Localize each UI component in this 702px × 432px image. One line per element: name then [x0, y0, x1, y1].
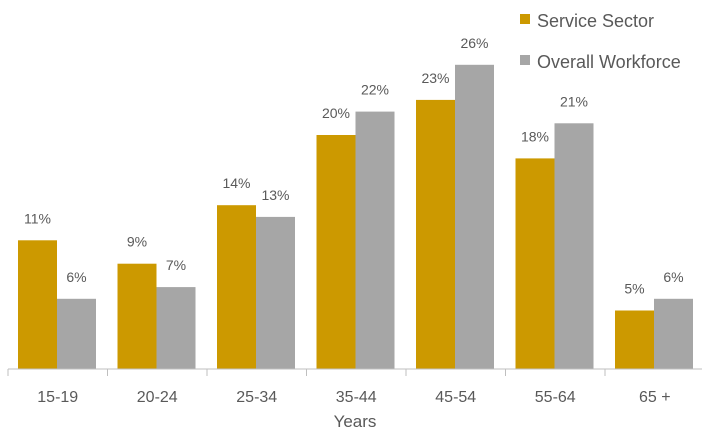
- bar-overall-workforce-65: [654, 298, 693, 369]
- x-axis-tick-labels: 15-19 20-24 25-34 35-44 45-54 55-64 65 +: [37, 389, 670, 406]
- x-tick-label-65: 65 +: [639, 389, 671, 406]
- x-axis-ticks: [7, 369, 606, 376]
- data-labels: 11% 6% 9% 7% 14% 13% 20% 22% 23% 26% 18% 21% 5% 6%: [24, 35, 684, 297]
- x-axis-title: Years: [334, 412, 377, 431]
- x-tick-label-20-24: 20-24: [137, 389, 178, 406]
- legend-label-overall-workforce: Overall Workforce: [537, 52, 681, 72]
- data-label-overall-workforce-15-19: 6%: [66, 269, 86, 285]
- data-label-overall-workforce-25-34: 13%: [261, 187, 289, 203]
- data-label-service-sector-45-54: 23%: [421, 70, 449, 86]
- data-label-service-sector-35-44: 20%: [322, 105, 350, 121]
- data-label-overall-workforce-20-24: 7%: [166, 257, 186, 273]
- x-tick-label-25-34: 25-34: [236, 389, 277, 406]
- bar-service-sector-25-34: [217, 205, 256, 369]
- bar-service-sector-35-44: [316, 135, 356, 369]
- x-tick-label-45-54: 45-54: [435, 389, 476, 406]
- bar-service-sector-65: [615, 310, 654, 369]
- bar-overall-workforce-35-44: [355, 111, 395, 369]
- bars: [18, 64, 693, 370]
- legend: Service Sector Overall Workforce: [520, 11, 681, 72]
- legend-swatch-service-sector: [520, 14, 530, 24]
- data-label-service-sector-65: 5%: [624, 281, 644, 297]
- data-label-overall-workforce-35-44: 22%: [361, 82, 389, 98]
- data-label-service-sector-25-34: 14%: [222, 175, 250, 191]
- bar-overall-workforce-15-19: [57, 298, 96, 369]
- bar-overall-workforce-20-24: [156, 287, 196, 369]
- bar-service-sector-55-64: [515, 158, 555, 369]
- bar-service-sector-45-54: [416, 99, 455, 370]
- bar-overall-workforce-25-34: [256, 216, 295, 369]
- bar-overall-workforce-45-54: [455, 64, 494, 370]
- legend-label-service-sector: Service Sector: [537, 11, 654, 31]
- data-label-overall-workforce-45-54: 26%: [460, 35, 488, 51]
- data-label-overall-workforce-55-64: 21%: [560, 93, 588, 109]
- x-tick-label-35-44: 35-44: [336, 389, 377, 406]
- bar-overall-workforce-55-64: [554, 123, 594, 369]
- x-tick-label-15-19: 15-19: [37, 389, 78, 406]
- bar-service-sector-20-24: [117, 263, 157, 369]
- data-label-service-sector-20-24: 9%: [127, 234, 147, 250]
- legend-swatch-overall-workforce: [520, 55, 530, 65]
- data-label-service-sector-15-19: 11%: [24, 210, 51, 226]
- data-label-service-sector-55-64: 18%: [521, 128, 549, 144]
- data-label-overall-workforce-65: 6%: [663, 269, 683, 285]
- bar-service-sector-15-19: [18, 240, 57, 369]
- x-tick-label-55-64: 55-64: [535, 389, 576, 406]
